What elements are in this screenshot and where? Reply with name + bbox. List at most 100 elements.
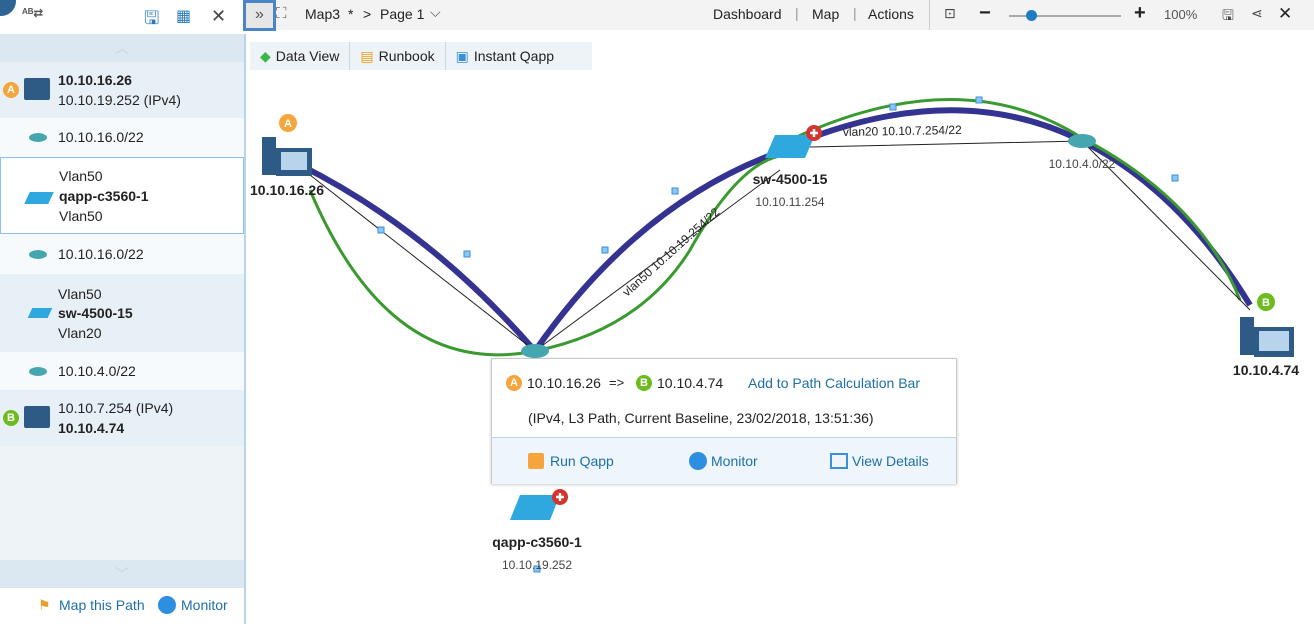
expand-panel-button[interactable]: » xyxy=(243,0,276,31)
zoom-level: 100% xyxy=(1164,7,1198,22)
map-name[interactable]: Map3 xyxy=(305,6,341,22)
interface-out: Vlan50 xyxy=(59,208,103,224)
interface-in: Vlan50 xyxy=(58,286,102,302)
list-item-selected[interactable]: Vlan50 qapp-c3560-1 Vlan50 xyxy=(0,157,244,234)
list-item[interactable]: 10.10.16.0/22 xyxy=(0,234,244,274)
runbook-tab[interactable]: ▤ Runbook xyxy=(350,42,446,70)
list-item[interactable]: B 10.10.7.254 (IPv4) 10.10.4.74 xyxy=(0,390,244,446)
close-icon[interactable]: ✕ xyxy=(211,6,227,26)
pc-icon xyxy=(24,78,50,100)
router-icon xyxy=(521,134,1096,358)
run-qapp-button[interactable]: Run Qapp xyxy=(550,453,614,469)
badge-b: B xyxy=(3,410,19,426)
data-view-tab[interactable]: ◆ Data View xyxy=(250,42,351,70)
path-green-segment xyxy=(308,153,786,357)
menu-actions[interactable]: Actions xyxy=(868,6,914,22)
router-icon xyxy=(29,250,47,259)
path-blue-segment xyxy=(803,107,1253,307)
subnet-label: 10.10.4.0/22 xyxy=(1049,157,1116,171)
arrow: => xyxy=(609,375,625,390)
divider: | xyxy=(853,5,857,21)
path-details: (IPv4, L3 Path, Current Baseline, 23/02/… xyxy=(528,410,874,426)
monitor-link[interactable]: Monitor xyxy=(181,597,228,613)
map-this-path-link[interactable]: Map this Path xyxy=(59,597,145,613)
share-icon[interactable]: ⋖ xyxy=(1251,5,1263,21)
popup-actions: Run Qapp Monitor View Details xyxy=(492,437,956,484)
fullscreen-icon[interactable]: ⛶ xyxy=(276,5,287,22)
source-ip: 10.10.16.26 xyxy=(527,375,601,391)
fit-view-icon[interactable]: ⊡ xyxy=(944,5,956,21)
save-icon[interactable]: 🖫 xyxy=(144,8,160,28)
menu-dashboard[interactable]: Dashboard xyxy=(713,6,782,22)
close-icon[interactable]: ✕ xyxy=(1278,4,1293,23)
zoom-in-button[interactable]: + xyxy=(1134,2,1146,24)
tab-label: Instant Qapp xyxy=(473,48,555,64)
refresh-calc-icon[interactable]: ▦ xyxy=(176,8,192,25)
subnet-label: 10.10.16.0/22 xyxy=(58,246,144,262)
badge-a: A xyxy=(506,375,522,391)
device-ip: 10.10.7.254 (IPv4) xyxy=(58,400,174,416)
breadcrumb-separator: > xyxy=(363,6,372,22)
scroll-up-button[interactable]: ︿ xyxy=(0,34,244,62)
scroll-down-button[interactable]: ﹀ xyxy=(0,560,244,588)
list-item[interactable]: A 10.10.16.26 10.10.19.252 (IPv4) xyxy=(0,62,244,118)
monitor-icon xyxy=(158,596,176,614)
zoom-slider[interactable] xyxy=(1009,10,1121,21)
map-topbar: » ⛶ Map3 * > Page 1 ⌵ Dashboard | Map | … xyxy=(243,0,1314,31)
run-qapp-icon xyxy=(528,453,544,469)
path-blue-segment xyxy=(298,162,538,353)
switch-icon xyxy=(510,135,815,520)
modified-marker: * xyxy=(348,6,354,22)
device-name: sw-4500-15 xyxy=(58,305,133,321)
divider xyxy=(929,0,930,30)
zoom-slider-handle[interactable] xyxy=(1026,10,1038,21)
swap-ab-icon[interactable]: ᴬᴮ⇄ xyxy=(22,6,44,20)
subnet-label: 10.10.4.0/22 xyxy=(58,363,136,379)
link-handle xyxy=(377,226,385,234)
panel-toolbar: ᴬᴮ⇄ 🖫 ▦ ✕ xyxy=(0,0,246,34)
runbook-icon: ▤ xyxy=(360,47,374,64)
svg-text:B: B xyxy=(1262,297,1270,309)
chevron-down-icon[interactable]: ⌵ xyxy=(430,4,441,20)
link-line xyxy=(309,169,781,352)
zoom-out-button[interactable]: − xyxy=(979,2,991,24)
svg-text:A: A xyxy=(284,118,292,130)
page-selector[interactable]: Page 1 xyxy=(380,6,425,22)
pc-icon xyxy=(24,406,50,428)
node-label: sw-4500-15 xyxy=(753,171,828,187)
device-name: qapp-c3560-1 xyxy=(59,188,149,204)
add-to-path-link[interactable]: Add to Path Calculation Bar xyxy=(748,375,920,391)
link-line xyxy=(809,140,1251,311)
list-item[interactable]: 10.10.16.0/22 xyxy=(0,118,244,157)
list-item[interactable]: Vlan50 sw-4500-15 Vlan20 xyxy=(0,274,244,352)
pc-icon xyxy=(262,137,312,176)
view-details-icon xyxy=(830,453,848,469)
view-details-button[interactable]: View Details xyxy=(852,453,929,469)
alert-icon xyxy=(552,125,822,505)
link-handle xyxy=(533,565,541,573)
destination-ip: 10.10.4.74 xyxy=(657,375,724,391)
menu-map[interactable]: Map xyxy=(812,6,840,22)
layers-icon: ◆ xyxy=(260,47,271,64)
interface-in: Vlan50 xyxy=(59,168,103,184)
panel-footer: ⚑ Map this Path Monitor xyxy=(0,588,244,624)
tab-label: Data View xyxy=(275,48,340,64)
router-icon xyxy=(29,133,47,142)
link-label: vlan20 10.10.7.254/22 xyxy=(843,123,962,139)
path-popup: A 10.10.16.26 => B 10.10.4.74 Add to Pat… xyxy=(491,358,957,484)
map-toolbar: ◆ Data View ▤ Runbook ▣ Instant Qapp xyxy=(250,42,592,70)
subnet-label: 10.10.16.0/22 xyxy=(58,129,144,145)
monitor-button[interactable]: Monitor xyxy=(711,453,758,469)
node-label: 10.10.4.74 xyxy=(1233,362,1299,378)
link-handle xyxy=(671,187,679,195)
tab-label: Runbook xyxy=(378,48,435,64)
node-label: 10.10.16.26 xyxy=(250,182,324,198)
node-ip: 10.10.19.252 xyxy=(502,558,572,572)
link-handle xyxy=(889,103,897,111)
save-icon[interactable]: 🖫 xyxy=(1222,7,1234,23)
path-blue-segment xyxy=(532,147,786,353)
instant-qapp-tab[interactable]: ▣ Instant Qapp xyxy=(446,42,564,70)
list-item[interactable]: 10.10.4.0/22 xyxy=(0,352,244,390)
map-path-icon: ⚑ xyxy=(38,597,51,613)
